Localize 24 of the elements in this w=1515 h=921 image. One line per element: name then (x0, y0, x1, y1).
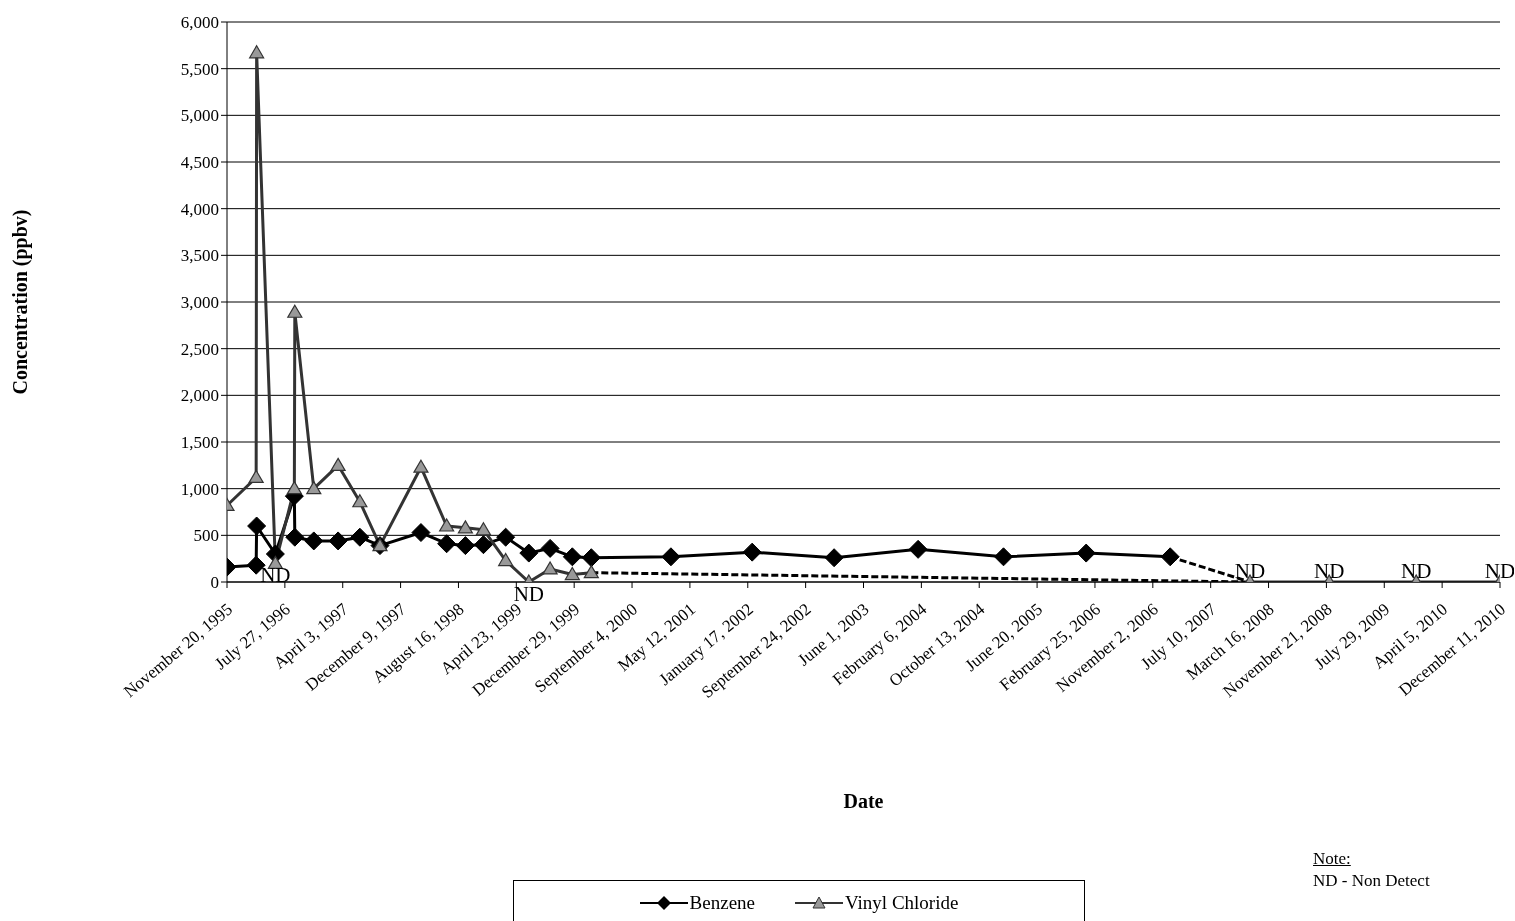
y-tick-label: 4,000 (180, 199, 219, 219)
annotation: ND (1484, 559, 1515, 583)
y-tick-label: 2,000 (180, 386, 219, 406)
legend-label: Benzene (689, 892, 755, 914)
y-axis-title: Concentration (ppbv) (9, 209, 33, 395)
y-tick-label: 2,500 (180, 339, 219, 359)
annotation: ND (260, 563, 291, 588)
x-axis-title: Date (843, 790, 884, 812)
text: Note: (1313, 848, 1352, 870)
legend-label: Vinyl Chloride (845, 892, 959, 914)
annotation: ND (1234, 559, 1266, 583)
y-tick-label: 1,500 (180, 433, 219, 453)
text: ND - Non Detect (1313, 870, 1430, 892)
y-tick-label: 0 (210, 573, 219, 593)
y-tick-label: 5,000 (180, 106, 219, 126)
y-tick-label: 500 (193, 526, 219, 546)
y-tick-label: 3,000 (180, 293, 219, 313)
y-tick-label: 5,500 (180, 59, 219, 79)
y-tick-label: 4,500 (180, 153, 219, 173)
y-tick-label: 6,000 (180, 13, 219, 33)
y-tick-label: 3,500 (180, 246, 219, 266)
annotation: ND (1314, 559, 1345, 583)
y-tick-label: 1,000 (180, 479, 219, 499)
annotation: ND (1401, 559, 1432, 583)
